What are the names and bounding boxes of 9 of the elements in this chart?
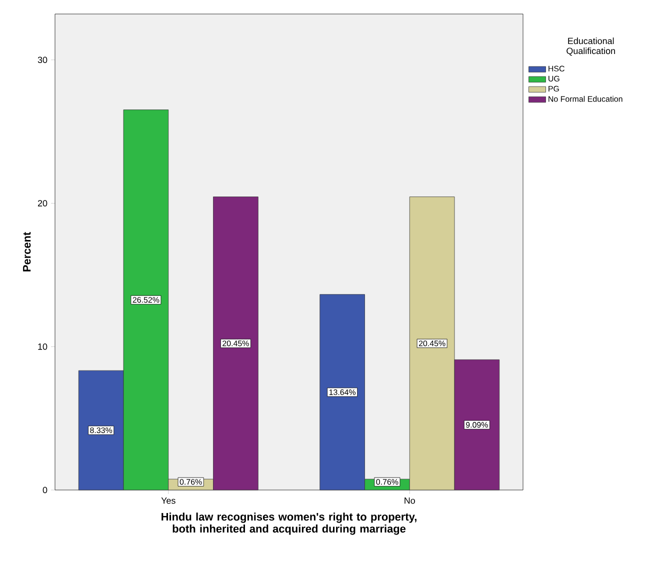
x-tick-label: No (404, 498, 415, 504)
y-tick-label: 20 (38, 200, 48, 206)
x-tick-label: Yes (161, 498, 176, 504)
y-tick-label: 10 (38, 343, 48, 350)
y-tick-label: 0 (42, 486, 48, 494)
x-axis-title: Hindu law recognises women's right to property, both inherited and acquired during marriage (162, 512, 416, 535)
y-tick-label: 30 (38, 56, 48, 64)
y-axis-title: Percent (23, 232, 31, 272)
legend-title: Educational Qualification (566, 38, 615, 56)
